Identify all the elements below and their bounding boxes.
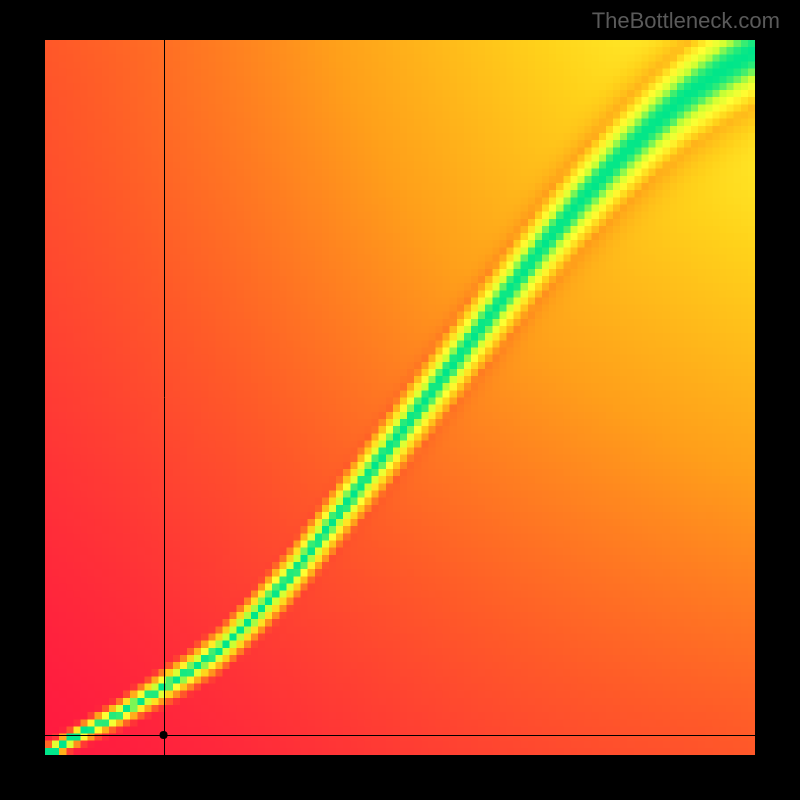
chart-container: TheBottleneck.com bbox=[0, 0, 800, 800]
watermark-text: TheBottleneck.com bbox=[592, 8, 780, 34]
crosshair-overlay bbox=[45, 40, 755, 755]
